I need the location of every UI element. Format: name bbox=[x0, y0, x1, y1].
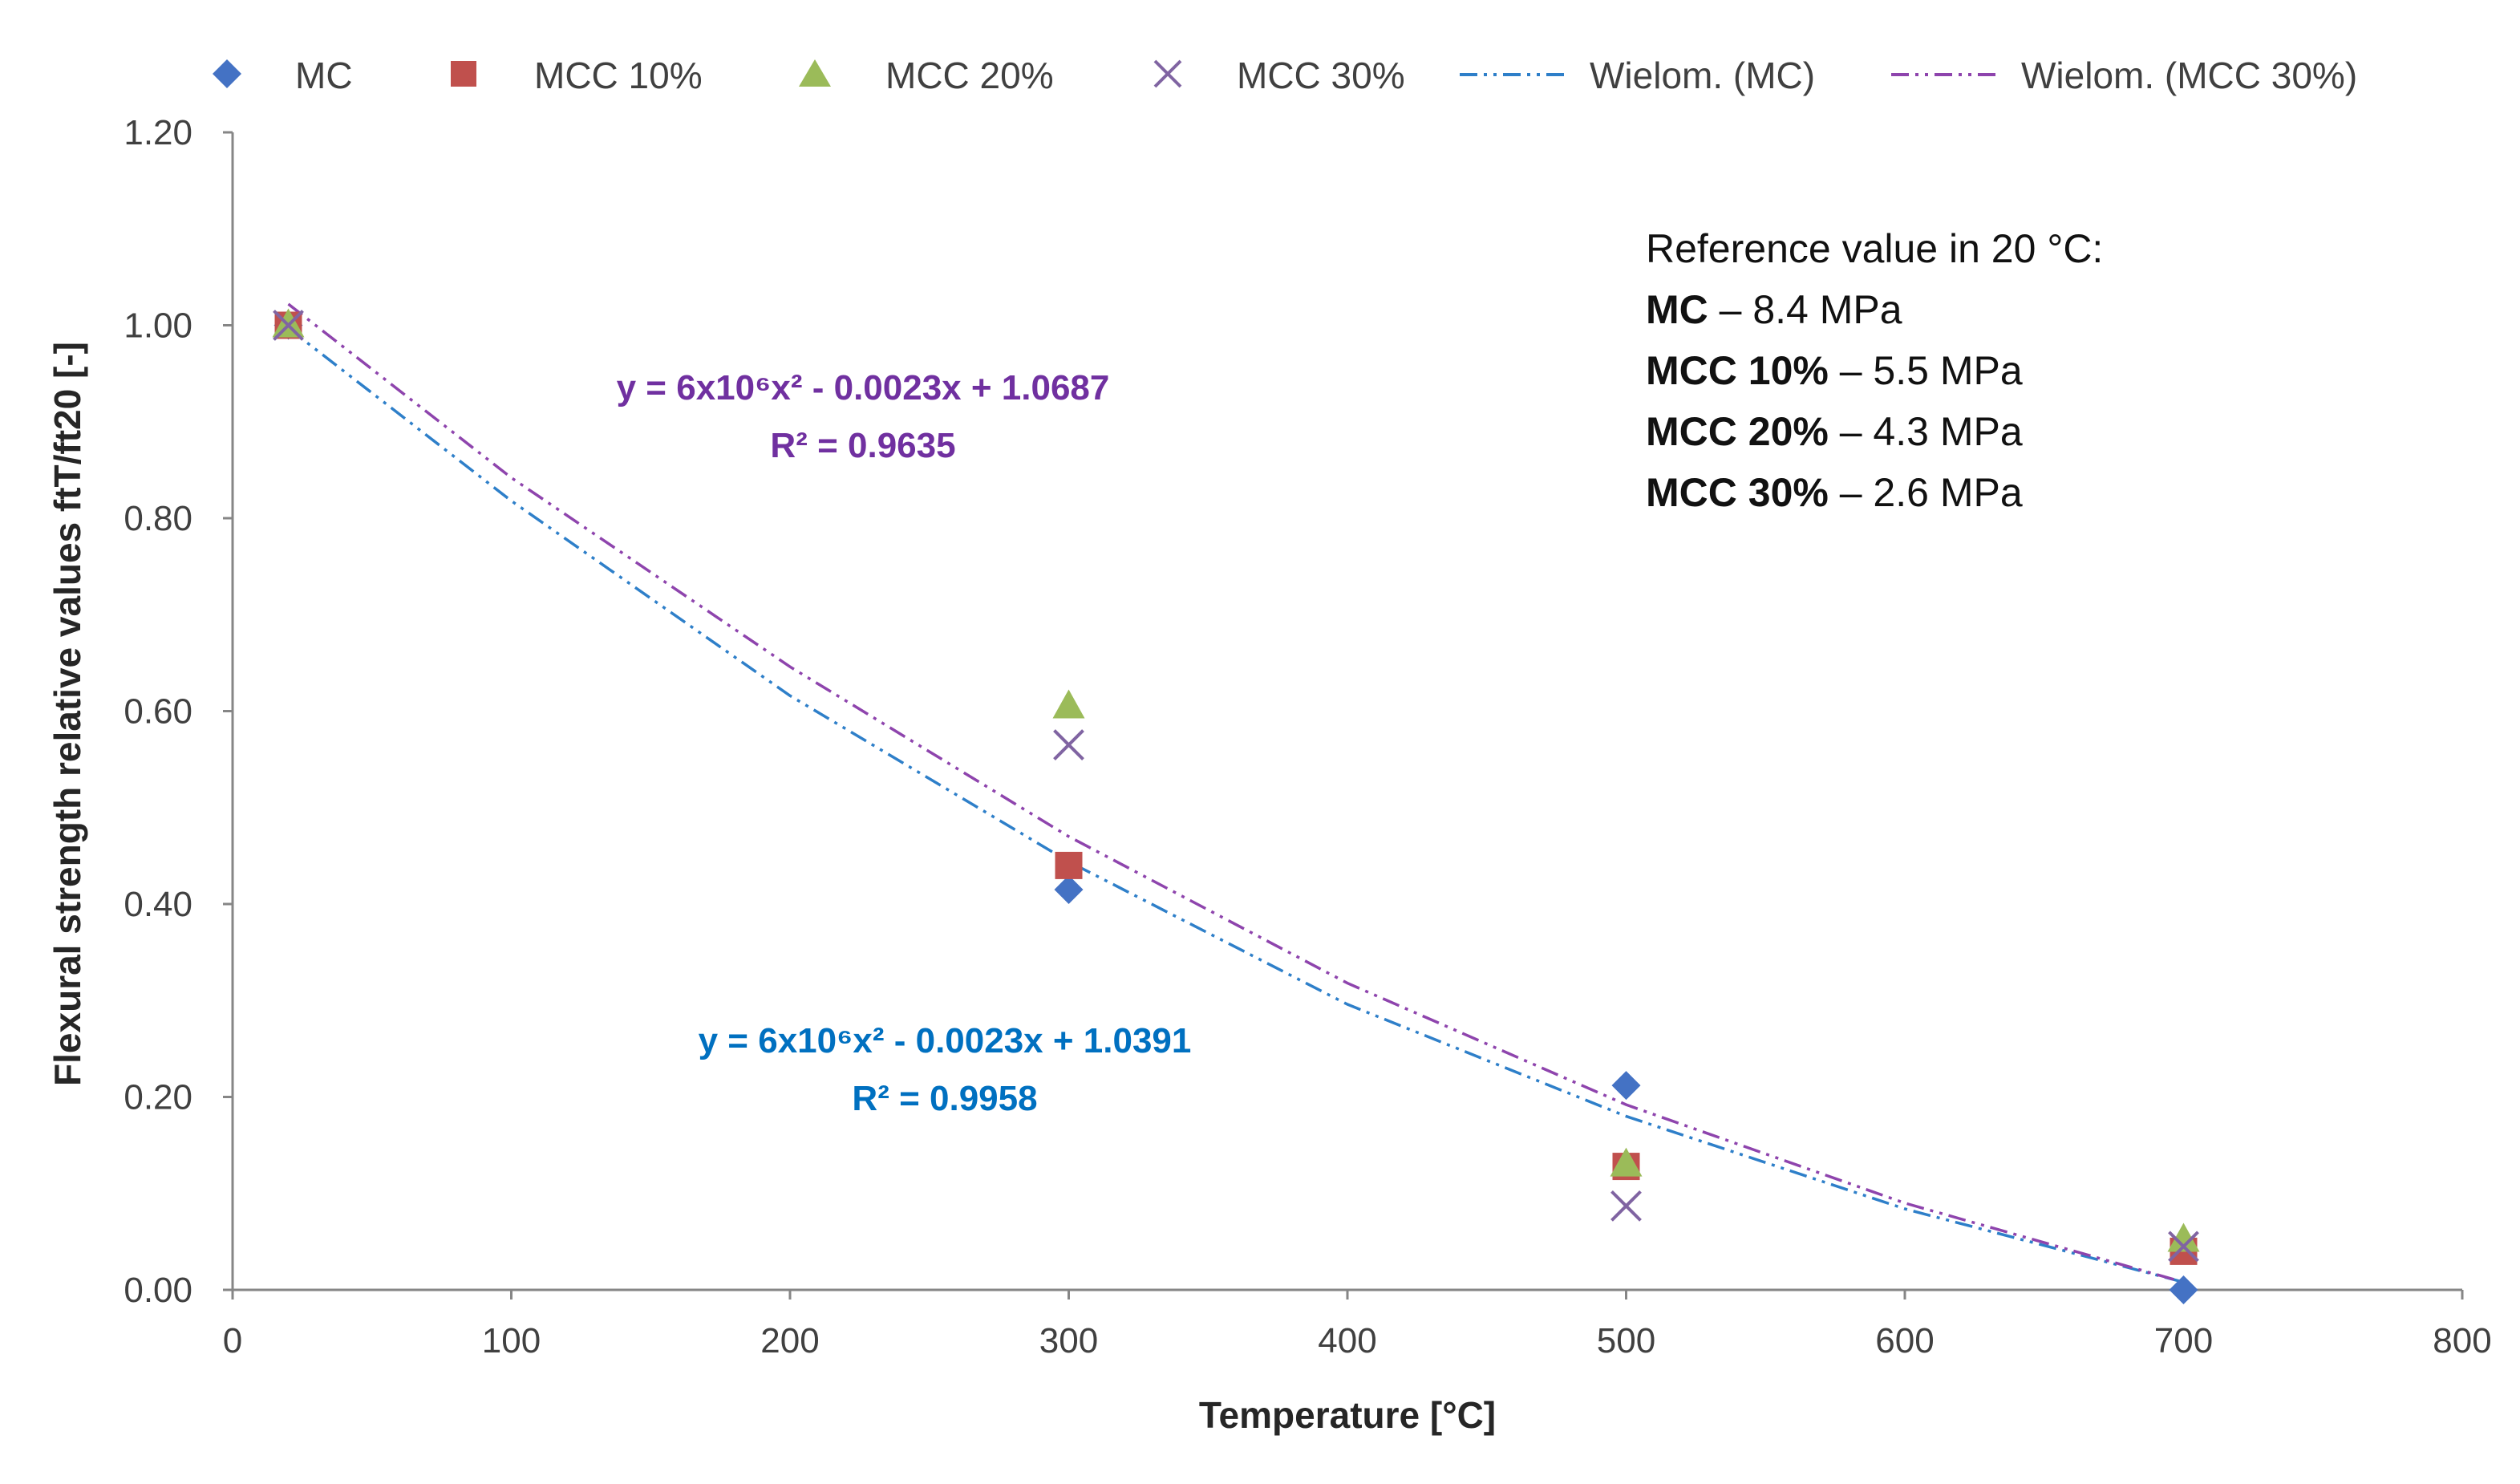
legend-item-mcc10[interactable]: MCC 10% bbox=[451, 55, 703, 96]
equation-mcc30-formula: y = 6x10⁶x² - 0.0023x + 1.0687 bbox=[617, 368, 1110, 407]
equation-mcc30-r2: R² = 0.9635 bbox=[770, 426, 955, 465]
legend-marker-mcc20 bbox=[799, 59, 831, 87]
reference-value-mc: – 8.4 MPa bbox=[1708, 287, 1902, 332]
x-tick-label: 100 bbox=[482, 1321, 541, 1360]
reference-label-mc: MC bbox=[1646, 287, 1708, 332]
y-tick-label: 0.40 bbox=[124, 885, 192, 924]
point-mcc10-300[interactable] bbox=[1055, 851, 1083, 879]
reference-values: Reference value in 20 °C: MC – 8.4 MPa M… bbox=[1646, 226, 2103, 515]
legend-label-mcc30: MCC 30% bbox=[1237, 55, 1405, 96]
point-mc-500[interactable] bbox=[1611, 1071, 1641, 1101]
reference-value-mcc20: – 4.3 MPa bbox=[1829, 409, 2023, 454]
trendline-mcc30 bbox=[287, 302, 2184, 1284]
point-mcc30-20[interactable] bbox=[273, 310, 304, 341]
x-tick-label: 400 bbox=[1318, 1321, 1376, 1360]
point-mcc20-300[interactable] bbox=[1052, 689, 1085, 719]
x-tick-label: 0 bbox=[223, 1321, 242, 1360]
reference-label-mcc10: MCC 10% bbox=[1646, 348, 1829, 393]
point-mcc30-700[interactable] bbox=[2168, 1231, 2199, 1263]
equation-mcc30: y = 6x10⁶x² - 0.0023x + 1.0687 R² = 0.96… bbox=[617, 368, 1110, 465]
legend-marker-mcc30 bbox=[1153, 59, 1182, 88]
legend-item-trend-mc[interactable]: Wielom. (MC) bbox=[1460, 55, 1815, 96]
legend-label-mcc20: MCC 20% bbox=[885, 55, 1054, 96]
data-points bbox=[272, 308, 2200, 1304]
point-mc-300[interactable] bbox=[1054, 874, 1084, 904]
reference-title: Reference value in 20 °C: bbox=[1646, 226, 2103, 271]
point-mcc30-500[interactable] bbox=[1610, 1190, 1642, 1222]
legend-item-mc[interactable]: MC bbox=[213, 55, 353, 96]
y-ticks: 0.00 0.20 0.40 0.60 0.80 1.00 1.20 bbox=[124, 113, 233, 1310]
trendline-mc bbox=[287, 326, 2184, 1284]
legend-label-mcc10: MCC 10% bbox=[534, 55, 703, 96]
legend-item-mcc30[interactable]: MCC 30% bbox=[1153, 55, 1405, 96]
equation-mc-formula: y = 6x10⁶x² - 0.0023x + 1.0391 bbox=[699, 1021, 1192, 1060]
legend-item-mcc20[interactable]: MCC 20% bbox=[799, 55, 1054, 96]
legend-item-trend-mcc30[interactable]: Wielom. (MCC 30%) bbox=[1891, 55, 2357, 96]
x-tick-label: 700 bbox=[2154, 1321, 2213, 1360]
equation-mc-r2: R² = 0.9958 bbox=[852, 1079, 1037, 1118]
x-ticks: 0 100 200 300 400 500 600 700 800 bbox=[223, 1290, 2492, 1360]
x-tick-label: 300 bbox=[1039, 1321, 1098, 1360]
y-axis-title: Flexural strength relative values ftT/ft… bbox=[47, 342, 88, 1086]
y-tick-label: 0.00 bbox=[124, 1271, 192, 1310]
point-mcc20-700[interactable] bbox=[2167, 1222, 2200, 1252]
point-mcc20-500[interactable] bbox=[1610, 1147, 1643, 1177]
legend-label-trend-mcc30: Wielom. (MCC 30%) bbox=[2021, 55, 2357, 96]
reference-item-mcc30: MCC 30% – 2.6 MPa bbox=[1646, 470, 2023, 515]
reference-item-mcc10: MCC 10% – 5.5 MPa bbox=[1646, 348, 2023, 393]
x-tick-label: 800 bbox=[2433, 1321, 2491, 1360]
reference-value-mcc10: – 5.5 MPa bbox=[1829, 348, 2023, 393]
x-tick-label: 500 bbox=[1597, 1321, 1655, 1360]
point-mc-700[interactable] bbox=[2169, 1275, 2198, 1304]
point-mcc20-20[interactable] bbox=[272, 308, 305, 338]
y-tick-label: 1.00 bbox=[124, 306, 192, 346]
legend-label-trend-mc: Wielom. (MC) bbox=[1590, 55, 1815, 96]
reference-label-mcc30: MCC 30% bbox=[1646, 470, 1829, 515]
point-mcc30-300[interactable] bbox=[1053, 729, 1084, 761]
x-tick-label: 600 bbox=[1875, 1321, 1934, 1360]
trendlines bbox=[287, 302, 2184, 1284]
y-tick-label: 0.20 bbox=[124, 1078, 192, 1117]
legend-marker-mcc10 bbox=[451, 61, 476, 87]
reference-label-mcc20: MCC 20% bbox=[1646, 409, 1829, 454]
reference-item-mcc20: MCC 20% – 4.3 MPa bbox=[1646, 409, 2023, 454]
reference-item-mc: MC – 8.4 MPa bbox=[1646, 287, 1902, 332]
legend-marker-mc bbox=[213, 59, 241, 88]
x-axis-title: Temperature [°C] bbox=[1199, 1394, 1496, 1436]
legend: MC MCC 10% MCC 20% MCC 30% Wielom. (MC) … bbox=[213, 55, 2357, 96]
reference-value-mcc30: – 2.6 MPa bbox=[1829, 470, 2023, 515]
x-tick-label: 200 bbox=[760, 1321, 819, 1360]
y-tick-label: 0.60 bbox=[124, 692, 192, 732]
y-tick-label: 1.20 bbox=[124, 113, 192, 152]
equation-mc: y = 6x10⁶x² - 0.0023x + 1.0391 R² = 0.99… bbox=[699, 1021, 1192, 1118]
legend-label-mc: MC bbox=[295, 55, 353, 96]
y-tick-label: 0.80 bbox=[124, 499, 192, 538]
axes bbox=[231, 132, 2462, 1291]
